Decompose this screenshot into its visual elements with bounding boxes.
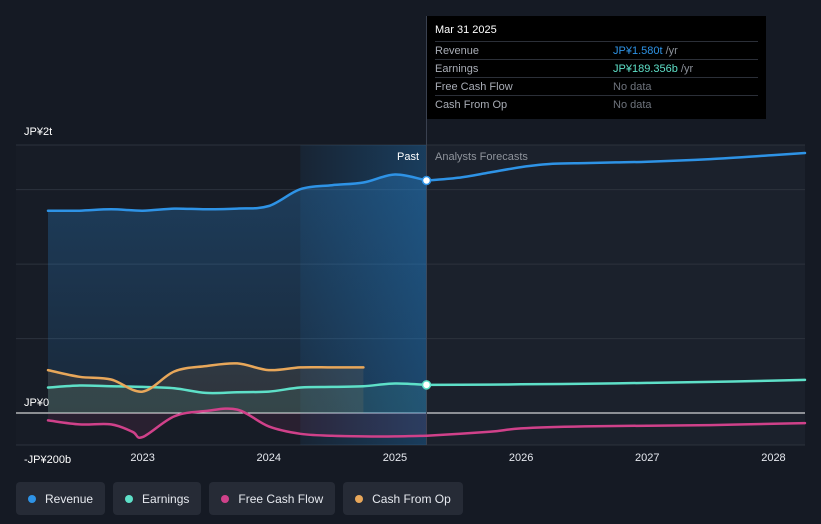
line-earnings-forecast (425, 378, 807, 387)
legend-label: Earnings (142, 491, 190, 506)
tooltip: Mar 31 2025 Revenue JP¥1.580t /yr Earnin… (427, 16, 766, 119)
tooltip-row-unit: /yr (680, 62, 694, 75)
line-revenue-past (46, 173, 428, 213)
legend-label: Cash From Op (372, 491, 451, 506)
y-tick-label: JP¥2t (24, 126, 52, 138)
x-tick-label: 2027 (635, 452, 659, 464)
legend-item-cash-from-op[interactable]: Cash From Op (343, 482, 463, 515)
x-tick-label: 2023 (130, 452, 154, 464)
tooltip-row-label: Cash From Op (435, 98, 508, 111)
line-cash-from-op-past (46, 362, 365, 393)
x-tick-label: 2028 (761, 452, 785, 464)
tooltip-row-free-cash-flow: Free Cash Flow No data (435, 77, 758, 95)
tooltip-row-nodata: No data (613, 80, 652, 93)
past-label: Past (397, 151, 419, 163)
y-axis-labels: JP¥2t JP¥0 -JP¥200b (24, 126, 71, 466)
area-revenue (48, 174, 427, 413)
legend-dot-icon (125, 494, 134, 503)
series-lines (46, 151, 807, 439)
tooltip-row-label: Revenue (435, 44, 480, 57)
line-free-cash-flow-past (46, 407, 428, 439)
tooltip-row-label: Free Cash Flow (435, 80, 513, 93)
tooltip-row-nodata: No data (613, 98, 652, 111)
legend-item-revenue[interactable]: Revenue (16, 482, 106, 515)
tooltip-row-cash-from-op: Cash From Op No data (435, 95, 758, 113)
legend-dot-icon (28, 494, 36, 503)
legend-item-earnings[interactable]: Earnings (113, 482, 202, 515)
marker-earnings (421, 380, 432, 390)
x-tick-label: 2024 (257, 452, 281, 464)
x-axis-labels: 2023 2024 2025 2026 2027 2028 (130, 452, 785, 464)
y-tick-label: -JP¥200b (24, 454, 71, 466)
area-free-cash-flow (48, 408, 427, 438)
tooltip-row-revenue: Revenue JP¥1.580t /yr (435, 41, 758, 59)
tooltip-row-earnings: Earnings JP¥189.356b /yr (435, 59, 758, 77)
legend: Revenue Earnings Free Cash Flow Cash Fro… (16, 482, 463, 515)
x-tick-label: 2025 (383, 452, 407, 464)
legend-item-free-cash-flow[interactable]: Free Cash Flow (209, 482, 336, 515)
y-tick-label: JP¥0 (24, 397, 49, 409)
legend-dot-icon (221, 494, 230, 503)
tooltip-date: Mar 31 2025 (435, 24, 497, 36)
area-cash-from-op (48, 363, 364, 413)
tooltip-row-value: JP¥1.580t (613, 44, 663, 57)
legend-label: Free Cash Flow (238, 491, 324, 506)
forecast-label: Analysts Forecasts (435, 151, 528, 163)
x-tick-label: 2026 (509, 452, 533, 464)
line-earnings-past (46, 382, 428, 395)
forecast-background (427, 145, 805, 445)
series-areas (48, 174, 427, 438)
line-free-cash-flow-forecast (425, 421, 807, 438)
legend-dot-icon (355, 494, 364, 503)
hover-markers (421, 175, 432, 390)
line-revenue-forecast (425, 151, 807, 182)
tooltip-row-label: Earnings (435, 62, 479, 75)
tooltip-row-value: JP¥189.356b (613, 62, 678, 75)
marker-revenue (421, 175, 432, 186)
legend-label: Revenue (45, 491, 94, 506)
tooltip-row-unit: /yr (665, 44, 678, 57)
